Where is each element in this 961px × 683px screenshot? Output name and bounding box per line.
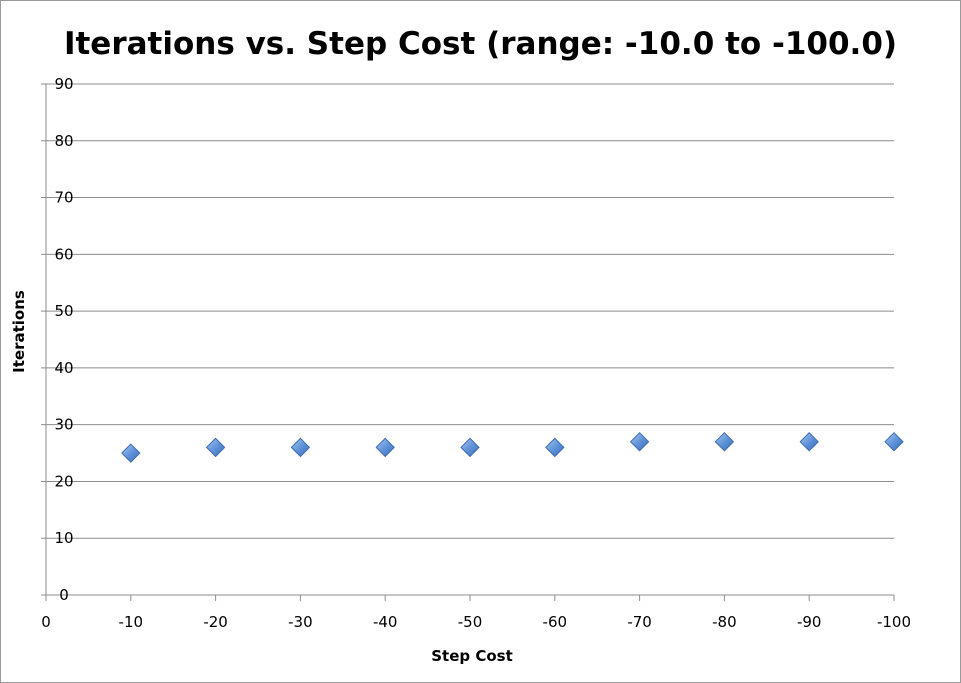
data-point-diamond <box>799 431 819 452</box>
y-tick-label: 30 <box>54 416 73 434</box>
data-point-diamond <box>121 443 141 463</box>
data-point-diamond <box>375 437 395 458</box>
x-axis-ticks: 0 -10 -20 -30 -40 -50 -60 -70 -80 -90 -100 <box>41 595 911 631</box>
data-point-diamond <box>714 431 735 452</box>
x-tick-label: -90 <box>797 613 822 631</box>
y-axis-title: Iterations <box>10 290 28 373</box>
x-tick-label: -70 <box>627 613 652 631</box>
y-tick-label: 70 <box>54 189 73 207</box>
y-tick-label: 80 <box>54 132 73 150</box>
axes <box>45 84 894 596</box>
x-tick-label: -20 <box>203 613 228 631</box>
y-axis-ticks: 0 10 20 30 40 50 60 70 80 90 <box>41 75 74 604</box>
y-tick-label: 0 <box>59 586 69 604</box>
x-axis-title: Step Cost <box>431 647 513 665</box>
y-tick-label: 20 <box>54 472 73 490</box>
x-tick-label: -80 <box>712 613 737 631</box>
y-tick-label: 90 <box>54 75 73 93</box>
x-tick-label: -50 <box>458 613 483 631</box>
chart-title: Iterations vs. Step Cost (range: -10.0 t… <box>63 26 898 62</box>
y-tick-label: 40 <box>54 359 73 377</box>
data-point-diamond <box>545 437 565 458</box>
data-point-diamond <box>884 431 904 452</box>
y-tick-label: 60 <box>54 245 73 263</box>
x-tick-label: -10 <box>119 613 144 631</box>
x-tick-label: -60 <box>543 613 568 631</box>
x-tick-label: -40 <box>373 613 398 631</box>
data-point-diamond <box>629 431 650 452</box>
data-point-diamond <box>290 437 311 458</box>
data-point-diamond <box>460 437 480 458</box>
data-point-diamond <box>205 437 226 458</box>
gridlines <box>46 83 894 539</box>
data-points <box>121 431 904 464</box>
y-tick-label: 50 <box>54 302 73 320</box>
x-tick-label: 0 <box>41 613 51 631</box>
x-tick-label: -100 <box>877 613 911 631</box>
y-tick-label: 10 <box>54 529 73 547</box>
x-tick-label: -30 <box>288 613 313 631</box>
